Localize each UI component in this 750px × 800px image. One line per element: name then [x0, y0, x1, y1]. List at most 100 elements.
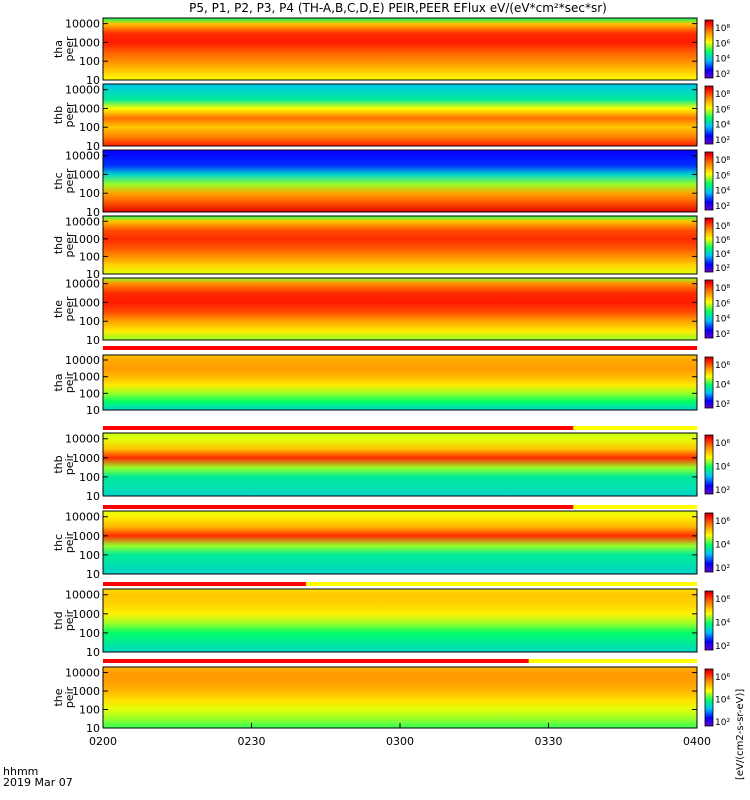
y-tick-label: 10000	[65, 150, 100, 163]
colorbar-tick-label: 10²	[715, 202, 730, 212]
y-tick-label: 100	[79, 121, 100, 134]
panel-probe-label: the	[52, 688, 65, 706]
panel-frame	[102, 83, 698, 147]
spectrogram-image	[103, 216, 697, 274]
panel-species-label: peer	[63, 232, 76, 258]
colorbar	[704, 356, 714, 409]
colorbar-tick-label: 10²	[715, 330, 730, 340]
y-tick-label: 100	[79, 55, 100, 68]
colorbar-tick-label: 10⁴	[715, 187, 730, 197]
colorbar-tick-label: 10⁴	[715, 381, 730, 391]
status-bar-red-segment	[103, 505, 574, 509]
panel-probe-label: thb	[52, 455, 65, 473]
status-bar	[103, 582, 697, 586]
panel-frame	[102, 354, 698, 411]
chart-title: P5, P1, P2, P3, P4 (TH-A,B,C,D,E) PEIR,P…	[189, 1, 607, 15]
y-tick-label: 10000	[65, 215, 100, 228]
y-tick-label: 10000	[65, 589, 100, 602]
panel-frame	[102, 149, 698, 213]
status-bar-red-segment	[103, 582, 306, 586]
y-tick-label: 10000	[65, 433, 100, 446]
x-tick-label: 0200	[89, 735, 117, 748]
colorbar-tick-label: 10⁶	[715, 673, 730, 683]
colorbar-tick-label: 10⁴	[715, 463, 730, 473]
panel-frame	[102, 432, 698, 497]
colorbar-tick-label: 10⁶	[715, 39, 730, 49]
colorbar-tick-label: 10⁶	[715, 171, 730, 181]
y-tick-label: 1000	[72, 530, 100, 543]
colorbar-tick-label: 10⁴	[715, 696, 730, 706]
colorbar-tick-label: 10⁴	[715, 121, 730, 131]
status-bar-background	[103, 582, 697, 586]
colorbar	[704, 217, 714, 273]
colorbar	[704, 85, 714, 145]
y-tick-label: 10	[86, 568, 100, 581]
status-bar	[103, 346, 697, 350]
y-tick-label: 10	[86, 490, 100, 503]
panel-frame	[102, 510, 698, 575]
status-bar-red-segment	[103, 426, 574, 430]
colorbar-tick-label: 10⁴	[715, 250, 730, 260]
y-tick-label: 100	[79, 387, 100, 400]
y-tick-label: 1000	[72, 102, 100, 115]
panel-probe-label: tha	[52, 40, 65, 58]
y-tick-label: 1000	[72, 685, 100, 698]
colorbar-tick-label: 10⁸	[715, 90, 730, 100]
panel-probe-label: the	[52, 300, 65, 318]
y-tick-label: 1000	[72, 36, 100, 49]
status-bar-red-segment	[103, 346, 697, 350]
panel-species-label: peir	[63, 531, 76, 553]
panel-frame	[102, 277, 698, 341]
panel-probe-label: tha	[52, 373, 65, 391]
y-tick-label: 100	[79, 250, 100, 263]
colorbar-tick-label: 10⁶	[715, 105, 730, 115]
colorbar-tick-label: 10⁸	[715, 284, 730, 294]
y-tick-label: 100	[79, 704, 100, 717]
panel-probe-label: thc	[52, 172, 65, 189]
panel-species-label: peer	[63, 36, 76, 62]
y-tick-label: 10	[86, 268, 100, 281]
panel-probe-label: thd	[52, 611, 65, 629]
x-tick-label: 0400	[683, 735, 711, 748]
panel-probe-label: thd	[52, 236, 65, 254]
colorbar-tick-label: 10⁶	[715, 361, 730, 371]
colorbar	[704, 668, 714, 727]
panel-species-label: peer	[63, 102, 76, 128]
colorbar	[704, 590, 714, 651]
colorbar-tick-label: 10⁴	[715, 619, 730, 629]
colorbar-tick-label: 10⁴	[715, 315, 730, 325]
spectrogram-image	[103, 589, 697, 652]
y-tick-label: 10000	[65, 278, 100, 291]
y-tick-label: 10000	[65, 18, 100, 31]
panel-species-label: peir	[63, 609, 76, 631]
panel-frame	[102, 17, 698, 81]
status-bar	[103, 505, 697, 509]
y-tick-label: 100	[79, 315, 100, 328]
colorbar-tick-label: 10⁶	[715, 299, 730, 309]
y-tick-label: 1000	[72, 608, 100, 621]
colorbar-tick-label: 10²	[715, 136, 730, 146]
spectrogram-image	[103, 278, 697, 340]
colorbar-tick-label: 10⁸	[715, 24, 730, 34]
colorbar-tick-label: 10²	[715, 70, 730, 80]
y-tick-label: 1000	[72, 452, 100, 465]
colorbar-tick-label: 10⁶	[715, 517, 730, 527]
panel-species-label: peir	[63, 453, 76, 475]
status-bar-red-segment	[103, 659, 529, 663]
panel-species-label: peir	[63, 686, 76, 708]
y-tick-label: 10000	[65, 354, 100, 367]
colorbar-tick-label: 10⁶	[715, 236, 730, 246]
colorbar	[704, 151, 714, 211]
colorbar-tick-label: 10²	[715, 486, 730, 496]
panel-species-label: peer	[63, 296, 76, 322]
colorbar-tick-label: 10⁴	[715, 55, 730, 65]
x-tick-label: 0300	[386, 735, 414, 748]
spectrogram-image	[103, 511, 697, 574]
x-tick-label: 0230	[238, 735, 266, 748]
y-tick-label: 10	[86, 206, 100, 219]
